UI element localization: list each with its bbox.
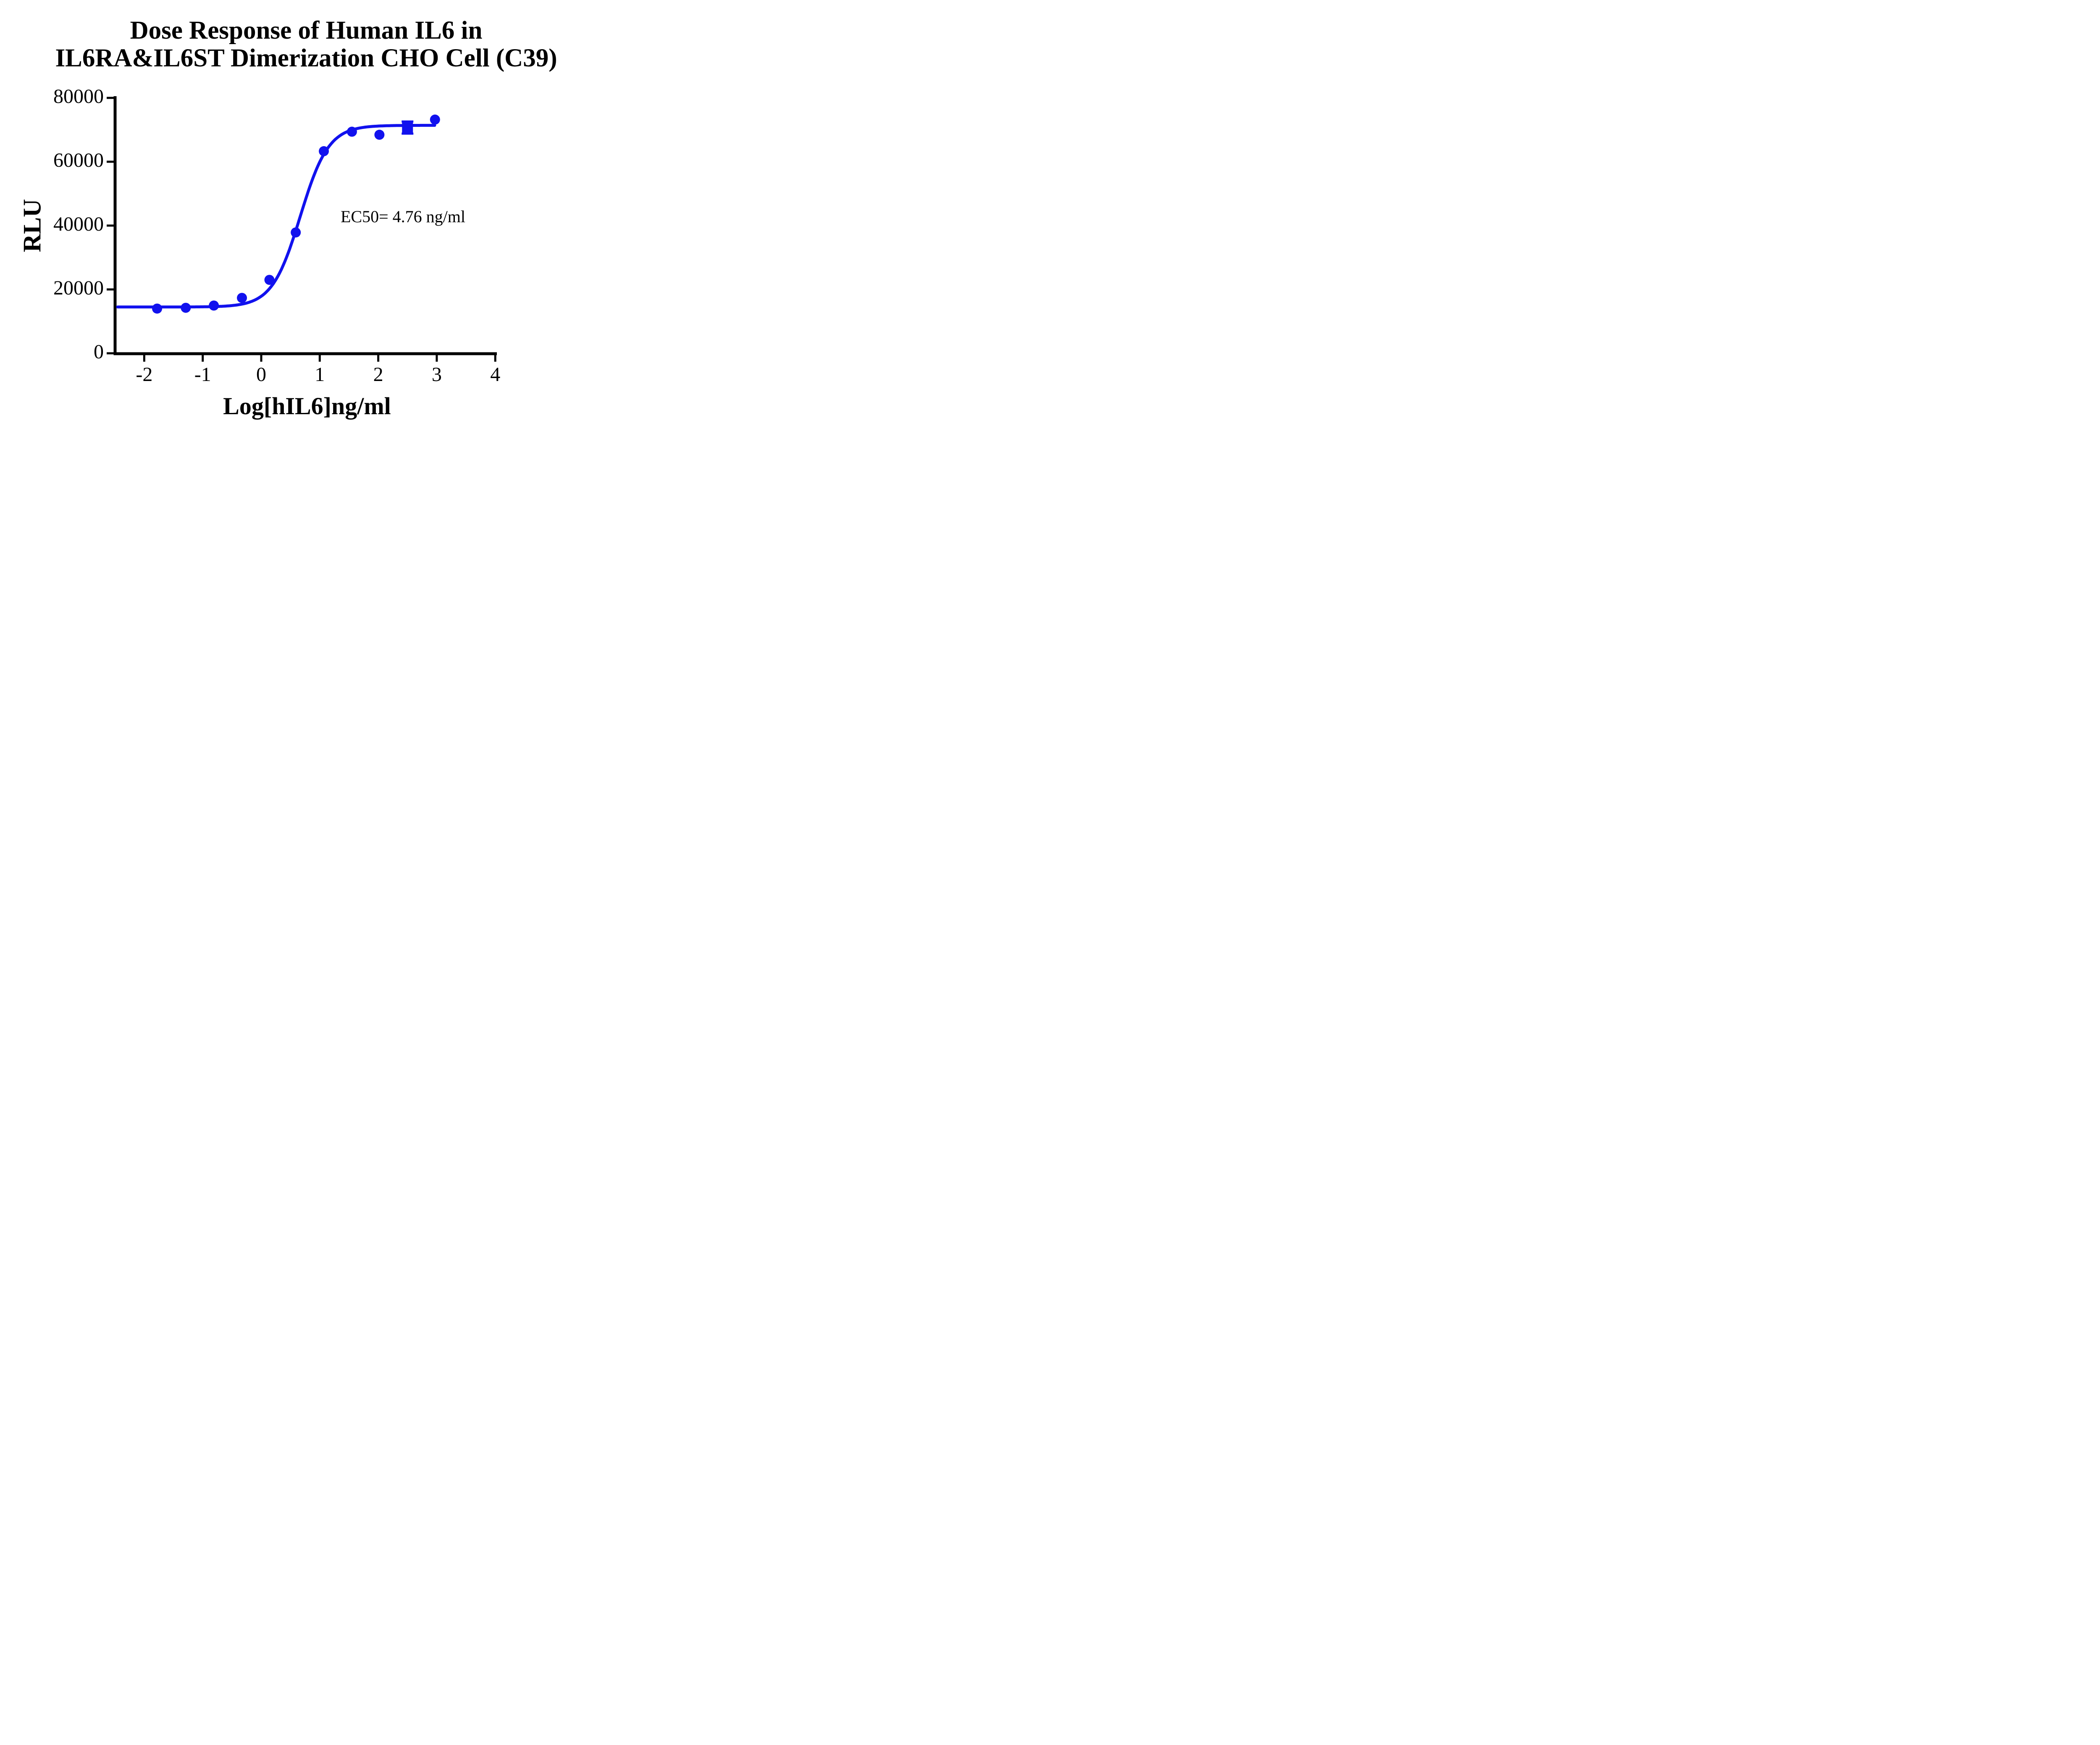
y-tick-label: 20000 [53, 277, 104, 299]
data-point-square [402, 122, 413, 133]
x-tick-label: 3 [431, 363, 442, 386]
data-point [291, 227, 301, 238]
y-tick-label: 0 [94, 341, 104, 363]
x-tick-label: 4 [490, 363, 501, 386]
data-point [152, 303, 163, 314]
x-tick-label: 1 [315, 363, 325, 386]
chart-title: Dose Response of Human IL6 in IL6RA&IL6S… [54, 17, 558, 72]
x-tick-label: 0 [256, 363, 266, 386]
data-point [209, 300, 219, 311]
x-axis-title: Log[hIL6]ng/ml [223, 392, 391, 420]
data-point [319, 146, 329, 156]
y-tick-label: 40000 [53, 213, 104, 235]
x-tick-label: -1 [194, 363, 211, 386]
data-point [430, 114, 440, 125]
data-point [181, 302, 191, 313]
plot-area [107, 96, 497, 362]
data-point [374, 129, 385, 140]
data-point [264, 275, 275, 285]
x-tick-label: 2 [373, 363, 383, 386]
dose-response-figure: Dose Response of Human IL6 in IL6RA&IL6S… [0, 0, 560, 436]
ec50-annotation: EC50= 4.76 ng/ml [341, 207, 466, 226]
chart-title-line1: Dose Response of Human IL6 in [130, 16, 483, 45]
data-point [346, 126, 357, 137]
x-tick-label: -2 [136, 363, 153, 386]
chart-title-line2: IL6RA&IL6ST Dimerization CHO Cell (C39) [55, 44, 557, 72]
fit-curve [116, 124, 436, 309]
y-tick-label: 60000 [53, 149, 104, 171]
y-tick-label: 80000 [53, 85, 104, 108]
data-point [237, 293, 247, 303]
